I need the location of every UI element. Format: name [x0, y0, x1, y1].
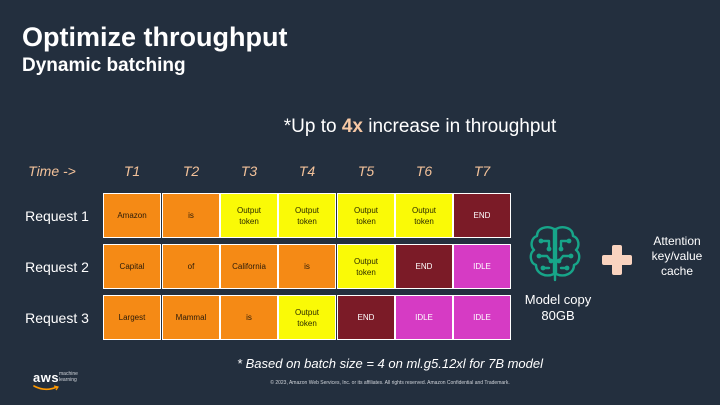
- footnote: * Based on batch size = 4 on ml.g5.12xl …: [236, 356, 544, 371]
- throughput-headline: *Up to 4x increase in throughput: [0, 115, 720, 139]
- time-step-t6: T6: [415, 163, 433, 179]
- kv-cache-caption: Attention key/value cache: [651, 234, 703, 278]
- slide-title: Optimize throughput: [22, 22, 288, 52]
- token-cell-output: Output token: [278, 295, 336, 340]
- token-cell-prompt: is: [220, 295, 278, 340]
- token-cell-idle: IDLE: [453, 244, 511, 289]
- logo-line1: machine: [59, 371, 78, 377]
- token-cell-prompt: is: [162, 193, 220, 238]
- logo-subtext: machine learning: [59, 371, 78, 383]
- token-cell-prompt: California: [220, 244, 278, 289]
- token-cell-prompt: Largest: [103, 295, 161, 340]
- token-cell-end: END: [337, 295, 395, 340]
- token-cell-end: END: [395, 244, 453, 289]
- request-label-3: Request 3: [25, 309, 89, 326]
- brain-circuit-icon: [529, 226, 581, 282]
- headline-prefix: *Up to: [283, 116, 342, 137]
- plus-icon: [602, 245, 632, 275]
- token-cell-prompt: of: [162, 244, 220, 289]
- headline-suffix: increase in throughput: [362, 116, 557, 137]
- token-cell-output: Output token: [337, 244, 395, 289]
- aws-ml-logo: aws machine learning: [33, 370, 123, 398]
- time-step-t2: T2: [182, 163, 200, 179]
- token-cell-output: Output token: [337, 193, 395, 238]
- logo-line2: learning: [59, 377, 77, 383]
- smile-icon: [33, 385, 59, 391]
- time-axis-label: Time ->: [28, 163, 76, 179]
- token-cell-prompt: Amazon: [103, 193, 161, 238]
- time-step-t3: T3: [240, 163, 258, 179]
- logo-brand: aws: [33, 370, 60, 385]
- request-label-1: Request 1: [25, 207, 89, 224]
- token-cell-prompt: Capital: [103, 244, 161, 289]
- slide-subtitle: Dynamic batching: [22, 55, 186, 76]
- token-cell-output: Output token: [395, 193, 453, 238]
- time-step-t7: T7: [473, 163, 491, 179]
- model-copy-caption: Model copy 80GB: [524, 292, 592, 323]
- token-cell-end: END: [453, 193, 511, 238]
- token-cell-prompt: Mammal: [162, 295, 220, 340]
- time-step-t4: T4: [298, 163, 316, 179]
- copyright-notice: © 2023, Amazon Web Services, Inc. or its…: [270, 380, 510, 386]
- token-cell-output: Output token: [278, 193, 336, 238]
- time-step-t1: T1: [123, 163, 141, 179]
- token-cell-idle: IDLE: [395, 295, 453, 340]
- request-label-2: Request 2: [25, 258, 89, 275]
- token-cell-output: Output token: [220, 193, 278, 238]
- token-cell-prompt: is: [278, 244, 336, 289]
- time-step-t5: T5: [357, 163, 375, 179]
- headline-highlight: 4x: [341, 116, 363, 137]
- token-cell-idle: IDLE: [453, 295, 511, 340]
